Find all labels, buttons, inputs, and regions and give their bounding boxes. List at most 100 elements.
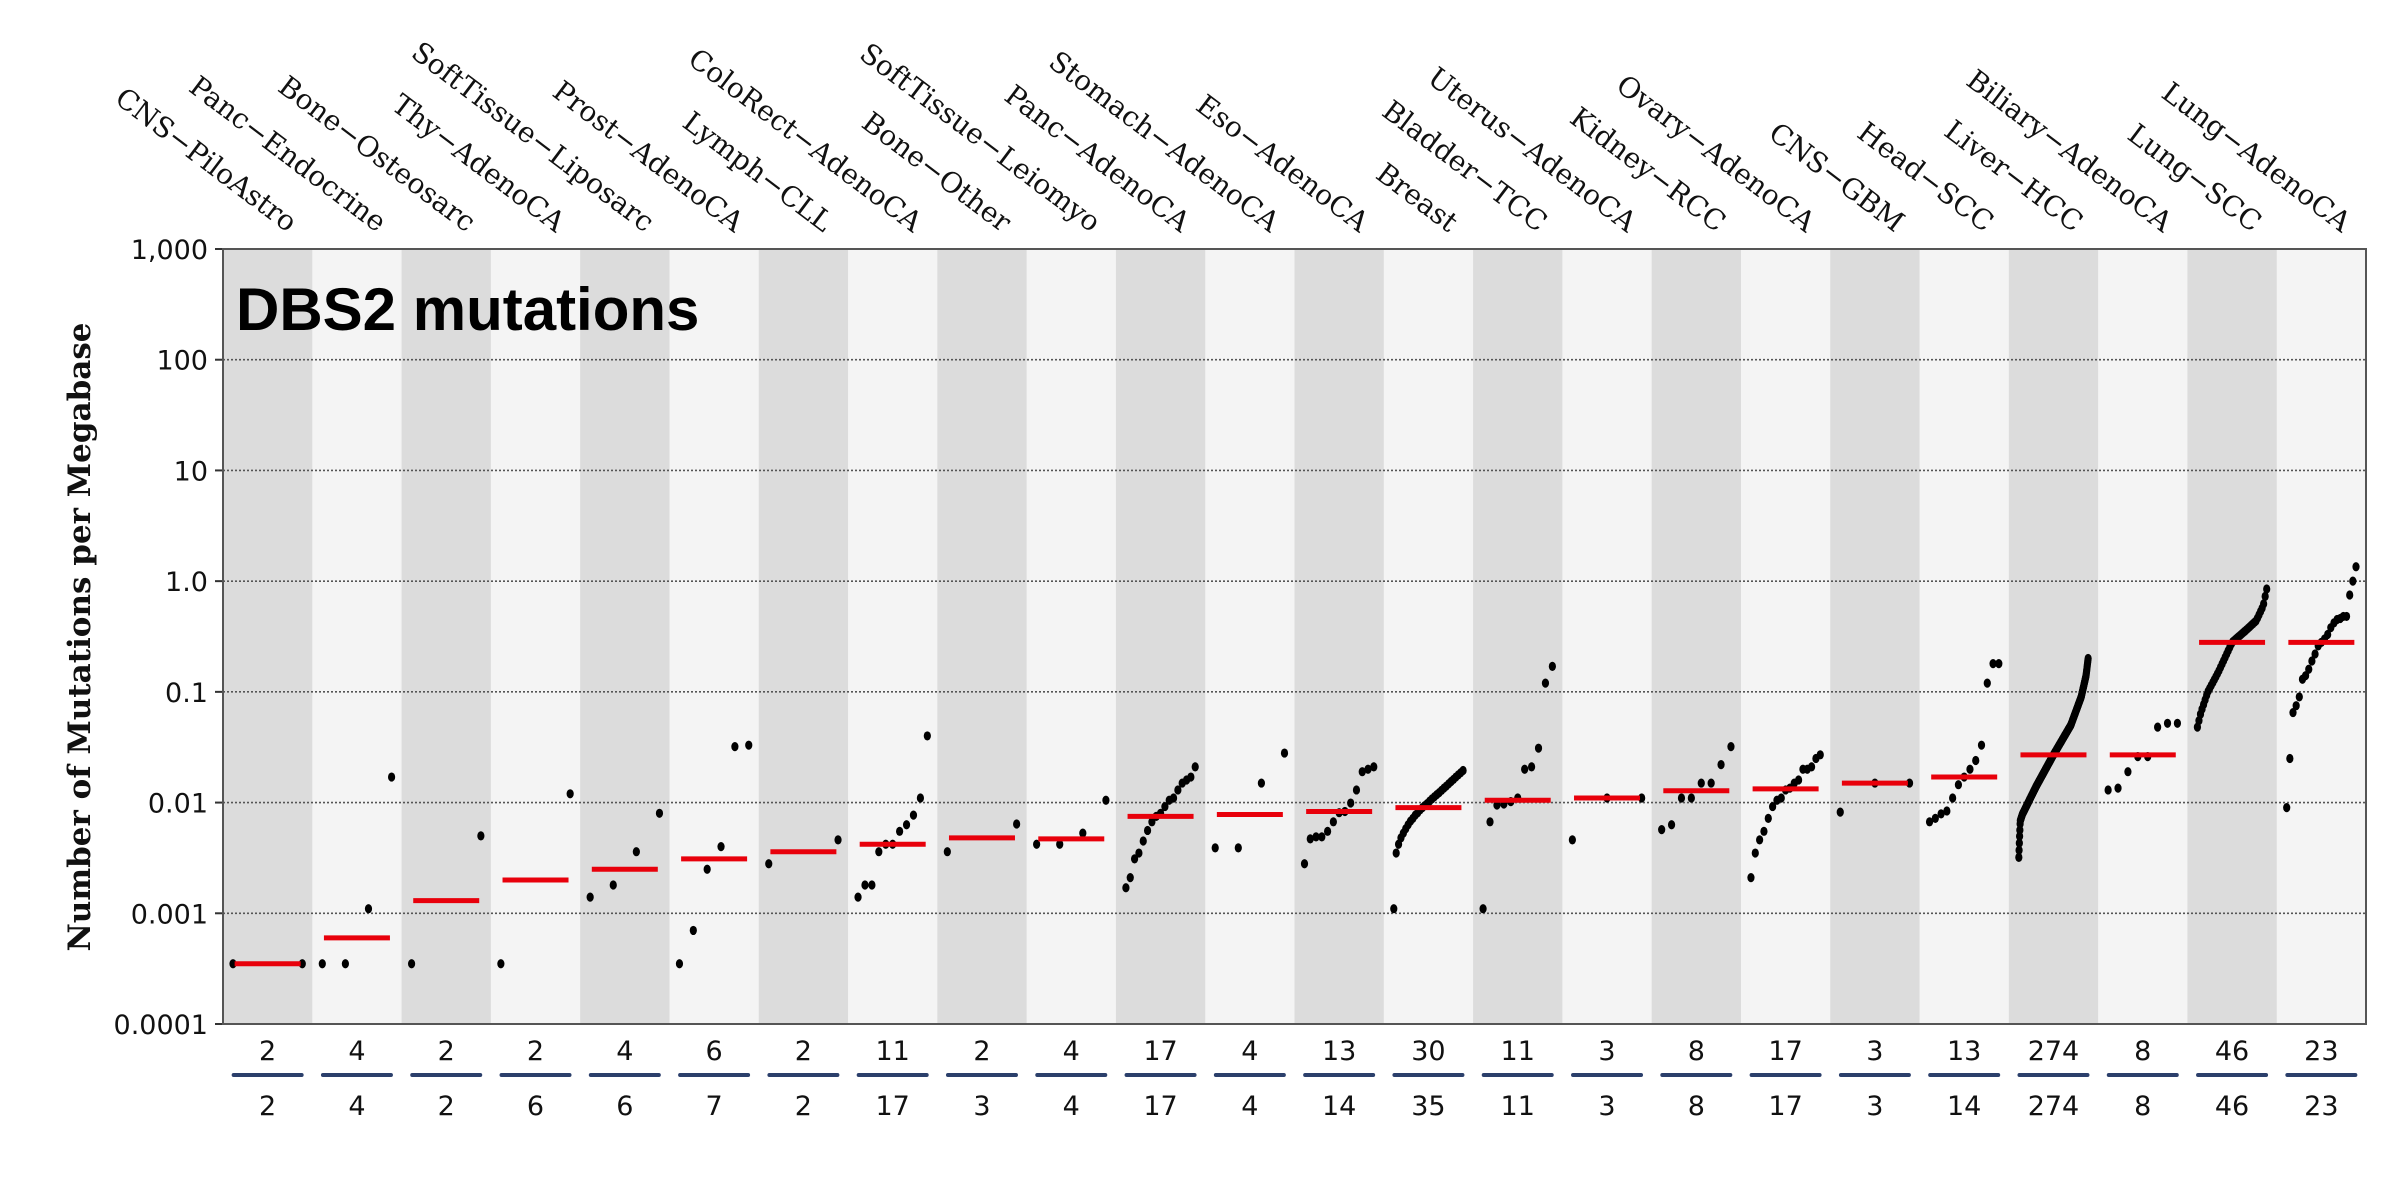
- column-band: [2187, 249, 2278, 1024]
- column-band: [937, 249, 1028, 1024]
- data-point: [1486, 817, 1494, 827]
- count-bottom: 6: [616, 1091, 633, 1122]
- column-band: [1294, 249, 1385, 1024]
- data-point: [916, 793, 925, 803]
- data-point: [1658, 824, 1666, 835]
- data-point: [1056, 839, 1064, 849]
- count-top: 3: [1866, 1036, 1883, 1067]
- count-top: 30: [1411, 1036, 1445, 1067]
- data-point: [1697, 778, 1705, 788]
- data-point: [2292, 701, 2300, 711]
- data-point: [1493, 800, 1501, 810]
- column-band: [1383, 249, 1474, 1024]
- data-point: [1130, 854, 1139, 864]
- data-point: [1972, 755, 1980, 766]
- y-tick-label: 1.0: [165, 567, 208, 598]
- column-band: [580, 249, 670, 1024]
- data-point: [1521, 764, 1529, 774]
- count-top: 4: [616, 1036, 633, 1067]
- data-point: [2286, 753, 2294, 764]
- data-point: [1312, 832, 1320, 842]
- data-point: [2104, 785, 2112, 795]
- data-point: [2305, 664, 2313, 674]
- data-point: [1280, 748, 1289, 758]
- data-point: [1687, 793, 1695, 803]
- column-band: [1205, 249, 1295, 1024]
- data-point: [2124, 767, 2132, 777]
- data-point: [1459, 765, 1467, 776]
- data-point: [2015, 845, 2023, 855]
- data-point: [1667, 820, 1676, 830]
- column-band: [1830, 249, 1921, 1024]
- data-point: [1135, 848, 1143, 858]
- data-point: [2342, 611, 2351, 622]
- count-top: 4: [1241, 1036, 1258, 1067]
- column-band: [1740, 249, 1831, 1024]
- data-point: [1756, 835, 1764, 845]
- count-bottom: 2: [438, 1091, 455, 1122]
- data-point: [318, 959, 326, 969]
- count-top: 11: [876, 1036, 910, 1067]
- count-top: 46: [2215, 1036, 2249, 1067]
- data-point: [717, 842, 725, 852]
- data-point: [1983, 678, 1991, 688]
- data-point: [2308, 656, 2316, 666]
- data-point: [1760, 826, 1768, 836]
- data-point: [655, 808, 664, 818]
- data-point: [2015, 852, 2023, 862]
- gridlines: [215, 248, 2366, 1025]
- data-point: [1257, 778, 1266, 788]
- data-point: [2261, 591, 2269, 602]
- data-point: [1352, 785, 1361, 795]
- data-point: [923, 731, 931, 741]
- count-bottom: 11: [1501, 1091, 1535, 1122]
- count-top: 17: [1143, 1036, 1177, 1067]
- data-point: [1306, 834, 1314, 844]
- column-band: [2098, 249, 2188, 1024]
- count-bottom: 3: [1598, 1091, 1615, 1122]
- data-point: [2324, 629, 2332, 640]
- data-point: [1143, 825, 1152, 836]
- y-tick-label: 0.001: [131, 899, 208, 930]
- data-point: [1727, 742, 1735, 752]
- column-band: [312, 249, 403, 1024]
- column-band: [223, 249, 313, 1024]
- count-bottom: 8: [1688, 1091, 1705, 1122]
- data-point: [1816, 750, 1824, 760]
- data-point: [387, 772, 396, 782]
- data-point: [854, 892, 862, 902]
- count-bottom: 17: [1143, 1091, 1177, 1122]
- count-top: 13: [1947, 1036, 1981, 1067]
- data-point: [745, 740, 753, 750]
- data-point: [1769, 801, 1777, 812]
- data-point: [2289, 707, 2297, 718]
- data-point: [341, 959, 349, 969]
- count-bottom: 46: [2215, 1091, 2249, 1122]
- data-point: [1139, 836, 1147, 846]
- data-point: [1568, 835, 1576, 845]
- count-top: 3: [1598, 1036, 1615, 1067]
- data-point: [1925, 817, 1934, 827]
- y-tick-label: 100: [156, 346, 208, 377]
- count-top: 23: [2304, 1036, 2338, 1067]
- data-point: [834, 835, 842, 845]
- column-band: [758, 249, 849, 1024]
- data-point: [1977, 740, 1986, 750]
- data-point: [689, 925, 697, 936]
- data-point: [1747, 873, 1755, 883]
- data-point: [902, 820, 911, 830]
- data-point: [1943, 806, 1951, 816]
- y-tick-label: 0.1: [165, 678, 208, 709]
- data-point: [896, 826, 904, 836]
- count-bottom: 3: [1866, 1091, 1883, 1122]
- data-point: [2173, 718, 2182, 728]
- column-band: [1562, 249, 1653, 1024]
- data-point: [1300, 859, 1309, 869]
- data-point: [2283, 803, 2291, 813]
- data-point: [1479, 904, 1487, 914]
- data-point: [1954, 780, 1963, 790]
- data-point: [2015, 838, 2023, 848]
- data-point: [1169, 793, 1178, 803]
- data-point: [868, 880, 876, 890]
- count-bottom: 6: [527, 1091, 544, 1122]
